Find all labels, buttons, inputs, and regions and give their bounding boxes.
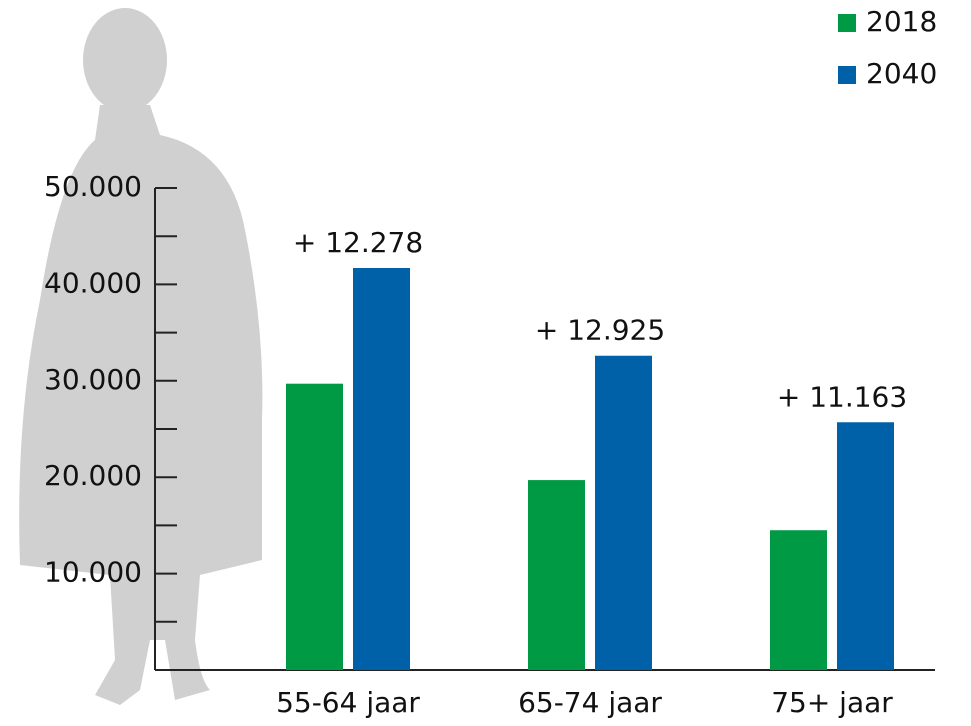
- bar: [837, 422, 894, 670]
- y-tick-label: 30.000: [44, 363, 142, 396]
- legend-swatch: [838, 14, 856, 32]
- bar: [770, 530, 827, 670]
- legend-swatch: [838, 66, 856, 84]
- annotation: + 12.925: [535, 314, 665, 347]
- legend-label: 2040: [866, 57, 937, 90]
- y-tick-label: 50.000: [44, 170, 142, 203]
- bar: [286, 384, 343, 670]
- bar: [528, 480, 585, 670]
- legend-label: 2018: [866, 5, 937, 38]
- y-tick-label: 40.000: [44, 266, 142, 299]
- y-tick-label: 20.000: [44, 459, 142, 492]
- page: {"chart_data": {"type": "bar", "categori…: [0, 0, 971, 722]
- x-tick-label: 55-64 jaar: [276, 686, 420, 719]
- x-tick-label: 65-74 jaar: [518, 686, 662, 719]
- silhouette: [19, 8, 262, 705]
- y-tick-label: 10.000: [44, 556, 142, 589]
- annotation: + 12.278: [293, 226, 423, 259]
- bar: [595, 356, 652, 670]
- bar: [353, 268, 410, 670]
- chart: 10.000 20.000 30.000 40.000 50.000 55-64 jaar…: [0, 0, 971, 722]
- annotation: + 11.163: [777, 380, 907, 413]
- x-tick-label: 75+ jaar: [771, 686, 893, 719]
